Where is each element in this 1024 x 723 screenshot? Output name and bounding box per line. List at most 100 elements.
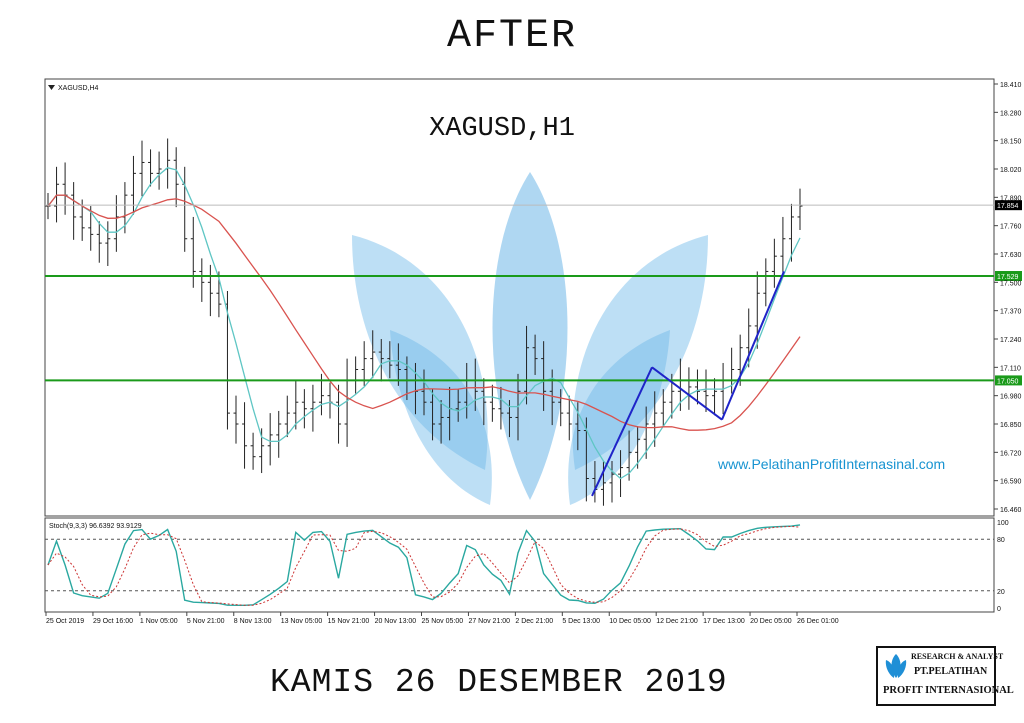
candle [430,389,436,441]
trend-line [721,271,785,421]
candle [788,203,794,262]
candle [242,402,248,469]
y-tick-label: 18.280 [1000,110,1022,117]
candle [71,182,77,240]
price-marker-label: 17.529 [997,274,1019,281]
x-tick-label: 5 Nov 21:00 [187,618,225,625]
candle [293,380,299,430]
candle [652,391,658,447]
main-chart-frame [44,78,995,517]
candle [541,341,547,411]
footer-date: KAMIS 26 DESEMBER 2019 [270,664,728,701]
stoch-signal-line [47,525,801,606]
x-tick-label: 27 Nov 21:00 [468,618,510,625]
x-tick-label: 10 Dec 05:00 [609,618,651,625]
price-chart: 17.854 17.529 17.050 18.410 18.280 18.150 18.… [44,78,1022,625]
x-tick-label: 20 Dec 05:00 [750,618,792,625]
candle [498,386,504,430]
candle [583,417,589,502]
y-tick-label: 17.370 [1000,309,1022,316]
y-tick-label: 17.760 [1000,224,1022,231]
x-tick-label: 26 Dec 01:00 [797,618,839,625]
candle [207,264,213,317]
candle [712,378,718,416]
stoch-label: Stoch(9,3,3) 96.6392 93.9129 [49,523,142,530]
candle [481,378,487,426]
candle [62,162,68,215]
candle [267,413,273,466]
candle [575,402,581,451]
candle [703,369,709,413]
candle [250,432,256,470]
x-tick-label: 25 Nov 05:00 [422,618,464,625]
candle [113,195,119,252]
candle [199,258,205,302]
candle [558,389,564,427]
y-tick-label: 17.110 [1000,365,1021,372]
x-tick-label: 17 Dec 13:00 [703,618,745,625]
x-tick-label: 8 Nov 13:00 [234,618,272,625]
candle [387,341,393,379]
x-tick-label: 5 Dec 13:00 [562,618,600,625]
candle [361,341,367,386]
candle [233,395,239,444]
watermark-leaf-icon [352,172,708,505]
candle [694,369,700,405]
candle [566,395,572,441]
x-tick-label: 29 Oct 16:00 [93,618,133,625]
stoch-y-tick: 0 [997,606,1001,613]
logo-line2: PT.PELATIHAN [914,666,988,677]
candle [395,343,401,386]
candle [276,410,282,458]
candle [686,367,692,410]
candle [532,334,538,375]
candle [173,147,179,208]
price-marker-label: 17.854 [997,203,1019,210]
trend-line [651,366,723,421]
y-tick-label: 17.240 [1000,337,1022,344]
ma-fast-line [47,166,801,480]
candle [635,426,641,469]
x-tick-label: 25 Oct 2019 [46,618,84,625]
y-tick-label: 18.410 [1000,82,1022,89]
x-tick-label: 12 Dec 21:00 [656,618,698,625]
candle [600,461,606,506]
candle [284,395,290,438]
symbol-dropdown-icon[interactable] [48,85,55,90]
candle [139,140,145,197]
price-marker [995,375,1022,386]
candle [643,406,649,459]
chart-title: XAGUSD,H1 [429,114,575,144]
candle [660,389,666,427]
y-tick-label: 16.460 [1000,507,1022,514]
y-tick-label: 16.590 [1000,479,1022,486]
candle [609,461,615,503]
y-tick-label: 17.630 [1000,252,1022,259]
x-tick-label: 2 Dec 21:00 [515,618,553,625]
y-tick-label: 17.500 [1000,280,1022,287]
x-tick-label: 15 Nov 21:00 [328,618,370,625]
y-tick-label: 16.850 [1000,422,1022,429]
watermark-url: www.PelatihanProfitInternasinal.com [717,456,945,472]
stoch-y-tick: 80 [997,537,1005,544]
candle [455,389,461,422]
candle [438,400,444,444]
price-marker [995,200,1022,211]
symbol-label: XAGUSD,H4 [58,85,99,92]
stoch-chart-frame [44,517,995,613]
candle [524,325,530,405]
ma-slow-line [47,194,801,431]
candle [301,389,307,429]
candle [182,166,188,252]
page-title: AFTER [446,14,578,59]
x-tick-label: 20 Nov 13:00 [375,618,417,625]
candle [190,216,196,288]
candle [421,369,427,416]
candle [310,384,316,432]
trend-line [591,366,653,497]
x-tick-label: 1 Nov 05:00 [140,618,178,625]
price-marker-label: 17.050 [997,378,1019,385]
logo-line1: RESEARCH & ANALYST [911,652,1004,661]
stoch-y-tick: 100 [997,520,1009,527]
candle [370,330,376,379]
